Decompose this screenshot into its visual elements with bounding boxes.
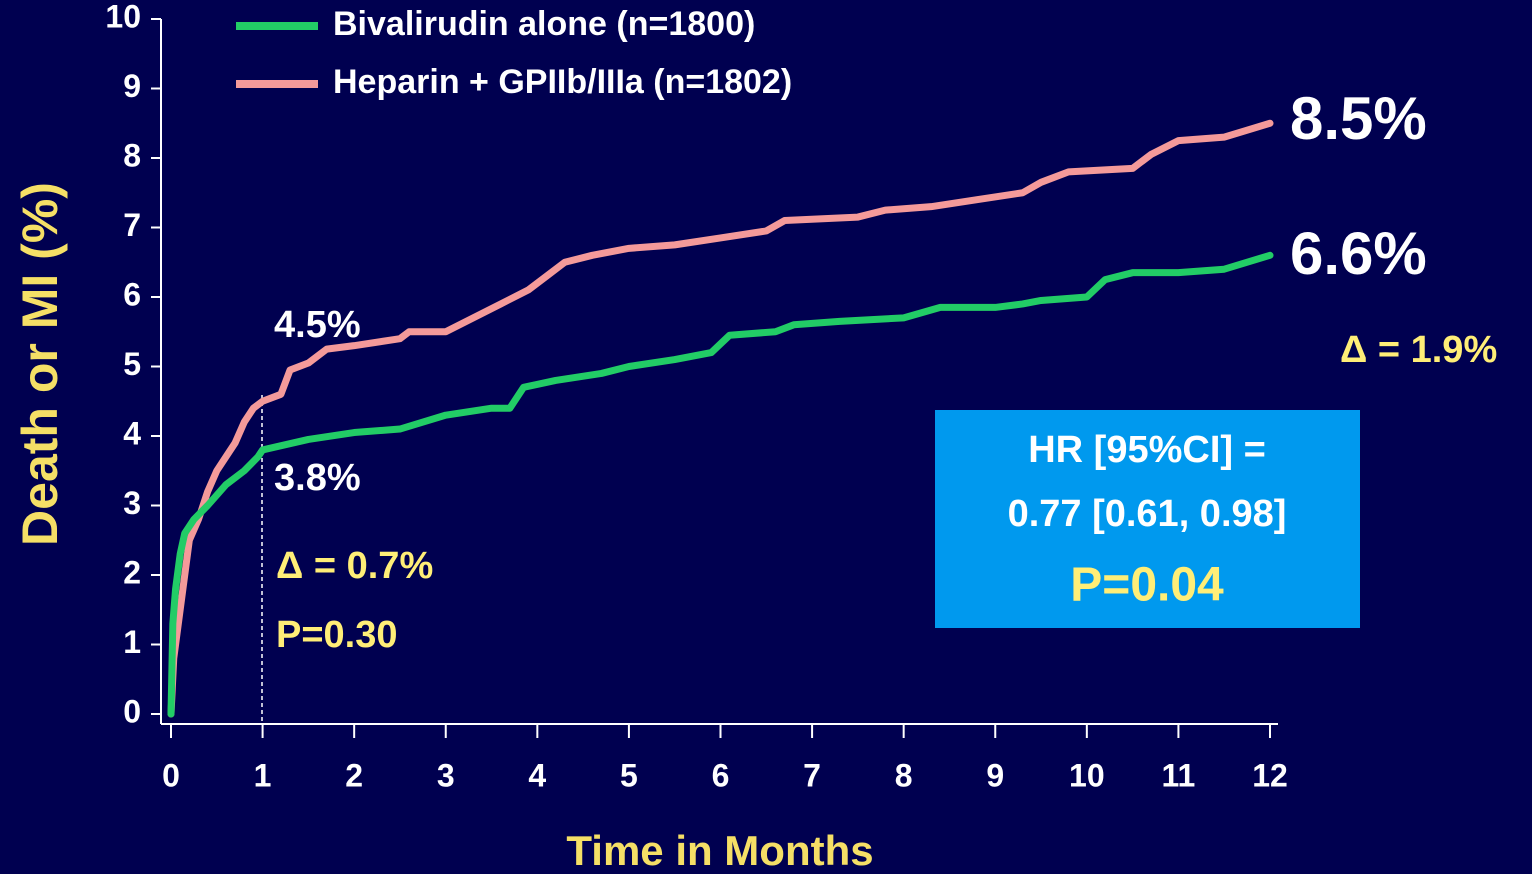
x-tick-label: 0	[162, 757, 180, 793]
y-tick-label: 3	[123, 485, 141, 521]
y-tick-label: 5	[123, 346, 141, 382]
x-tick-label: 12	[1252, 757, 1288, 793]
y-tick-label: 4	[123, 415, 141, 451]
x-axis-label: Time in Months	[566, 827, 873, 874]
hr-p-value: P=0.04	[1070, 559, 1224, 612]
annotation: Δ = 1.9%	[1340, 329, 1497, 371]
y-tick-label: 0	[123, 693, 141, 729]
x-tick-label: 10	[1069, 757, 1105, 793]
annotation: 6.6%	[1290, 220, 1427, 287]
y-tick-label: 6	[123, 276, 141, 312]
series-line	[167, 119, 1274, 718]
y-tick-label: 10	[105, 0, 141, 34]
y-tick-label: 9	[123, 68, 141, 104]
annotation: Δ = 0.7%	[276, 545, 433, 587]
series-line	[167, 251, 1274, 718]
x-tick-label: 3	[437, 757, 455, 793]
hr-value: 0.77 [0.61, 0.98]	[1008, 493, 1287, 535]
annotation: 3.8%	[274, 457, 361, 499]
x-tick-label: 11	[1162, 757, 1196, 793]
x-tick-label: 4	[528, 757, 546, 793]
annotation: 8.5%	[1290, 85, 1427, 152]
legend-label: Heparin + GPIIb/IIIa (n=1802)	[333, 63, 792, 101]
y-axis-label: Death or MI (%)	[12, 182, 68, 546]
y-tick-label: 1	[123, 624, 141, 660]
y-tick-label: 7	[123, 207, 141, 243]
x-tick-label: 2	[345, 757, 363, 793]
legend-label: Bivalirudin alone (n=1800)	[333, 5, 755, 43]
x-tick-label: 8	[895, 757, 913, 793]
y-tick-label: 8	[123, 137, 141, 173]
x-tick-label: 9	[986, 757, 1004, 793]
hr-label: HR [95%CI] =	[1028, 429, 1266, 471]
annotation: P=0.30	[276, 614, 398, 656]
x-tick-label: 1	[254, 757, 272, 793]
hr-box	[935, 410, 1360, 628]
x-tick-label: 5	[620, 757, 638, 793]
y-tick-label: 2	[123, 554, 141, 590]
x-tick-label: 6	[712, 757, 730, 793]
x-tick-label: 7	[803, 757, 821, 793]
annotation: 4.5%	[274, 304, 361, 346]
